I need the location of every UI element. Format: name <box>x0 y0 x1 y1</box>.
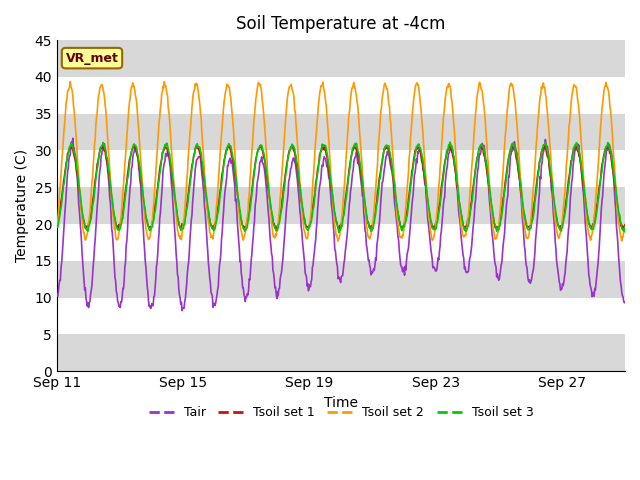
Text: VR_met: VR_met <box>65 52 118 65</box>
Y-axis label: Temperature (C): Temperature (C) <box>15 149 29 262</box>
Bar <box>57 40 625 77</box>
Legend: Tair, Tsoil set 1, Tsoil set 2, Tsoil set 3: Tair, Tsoil set 1, Tsoil set 2, Tsoil se… <box>143 401 538 424</box>
Title: Soil Temperature at -4cm: Soil Temperature at -4cm <box>236 15 445 33</box>
X-axis label: Time: Time <box>324 396 358 409</box>
Bar <box>57 261 625 298</box>
Bar <box>57 187 625 224</box>
Bar <box>57 335 625 371</box>
Bar <box>57 114 625 150</box>
